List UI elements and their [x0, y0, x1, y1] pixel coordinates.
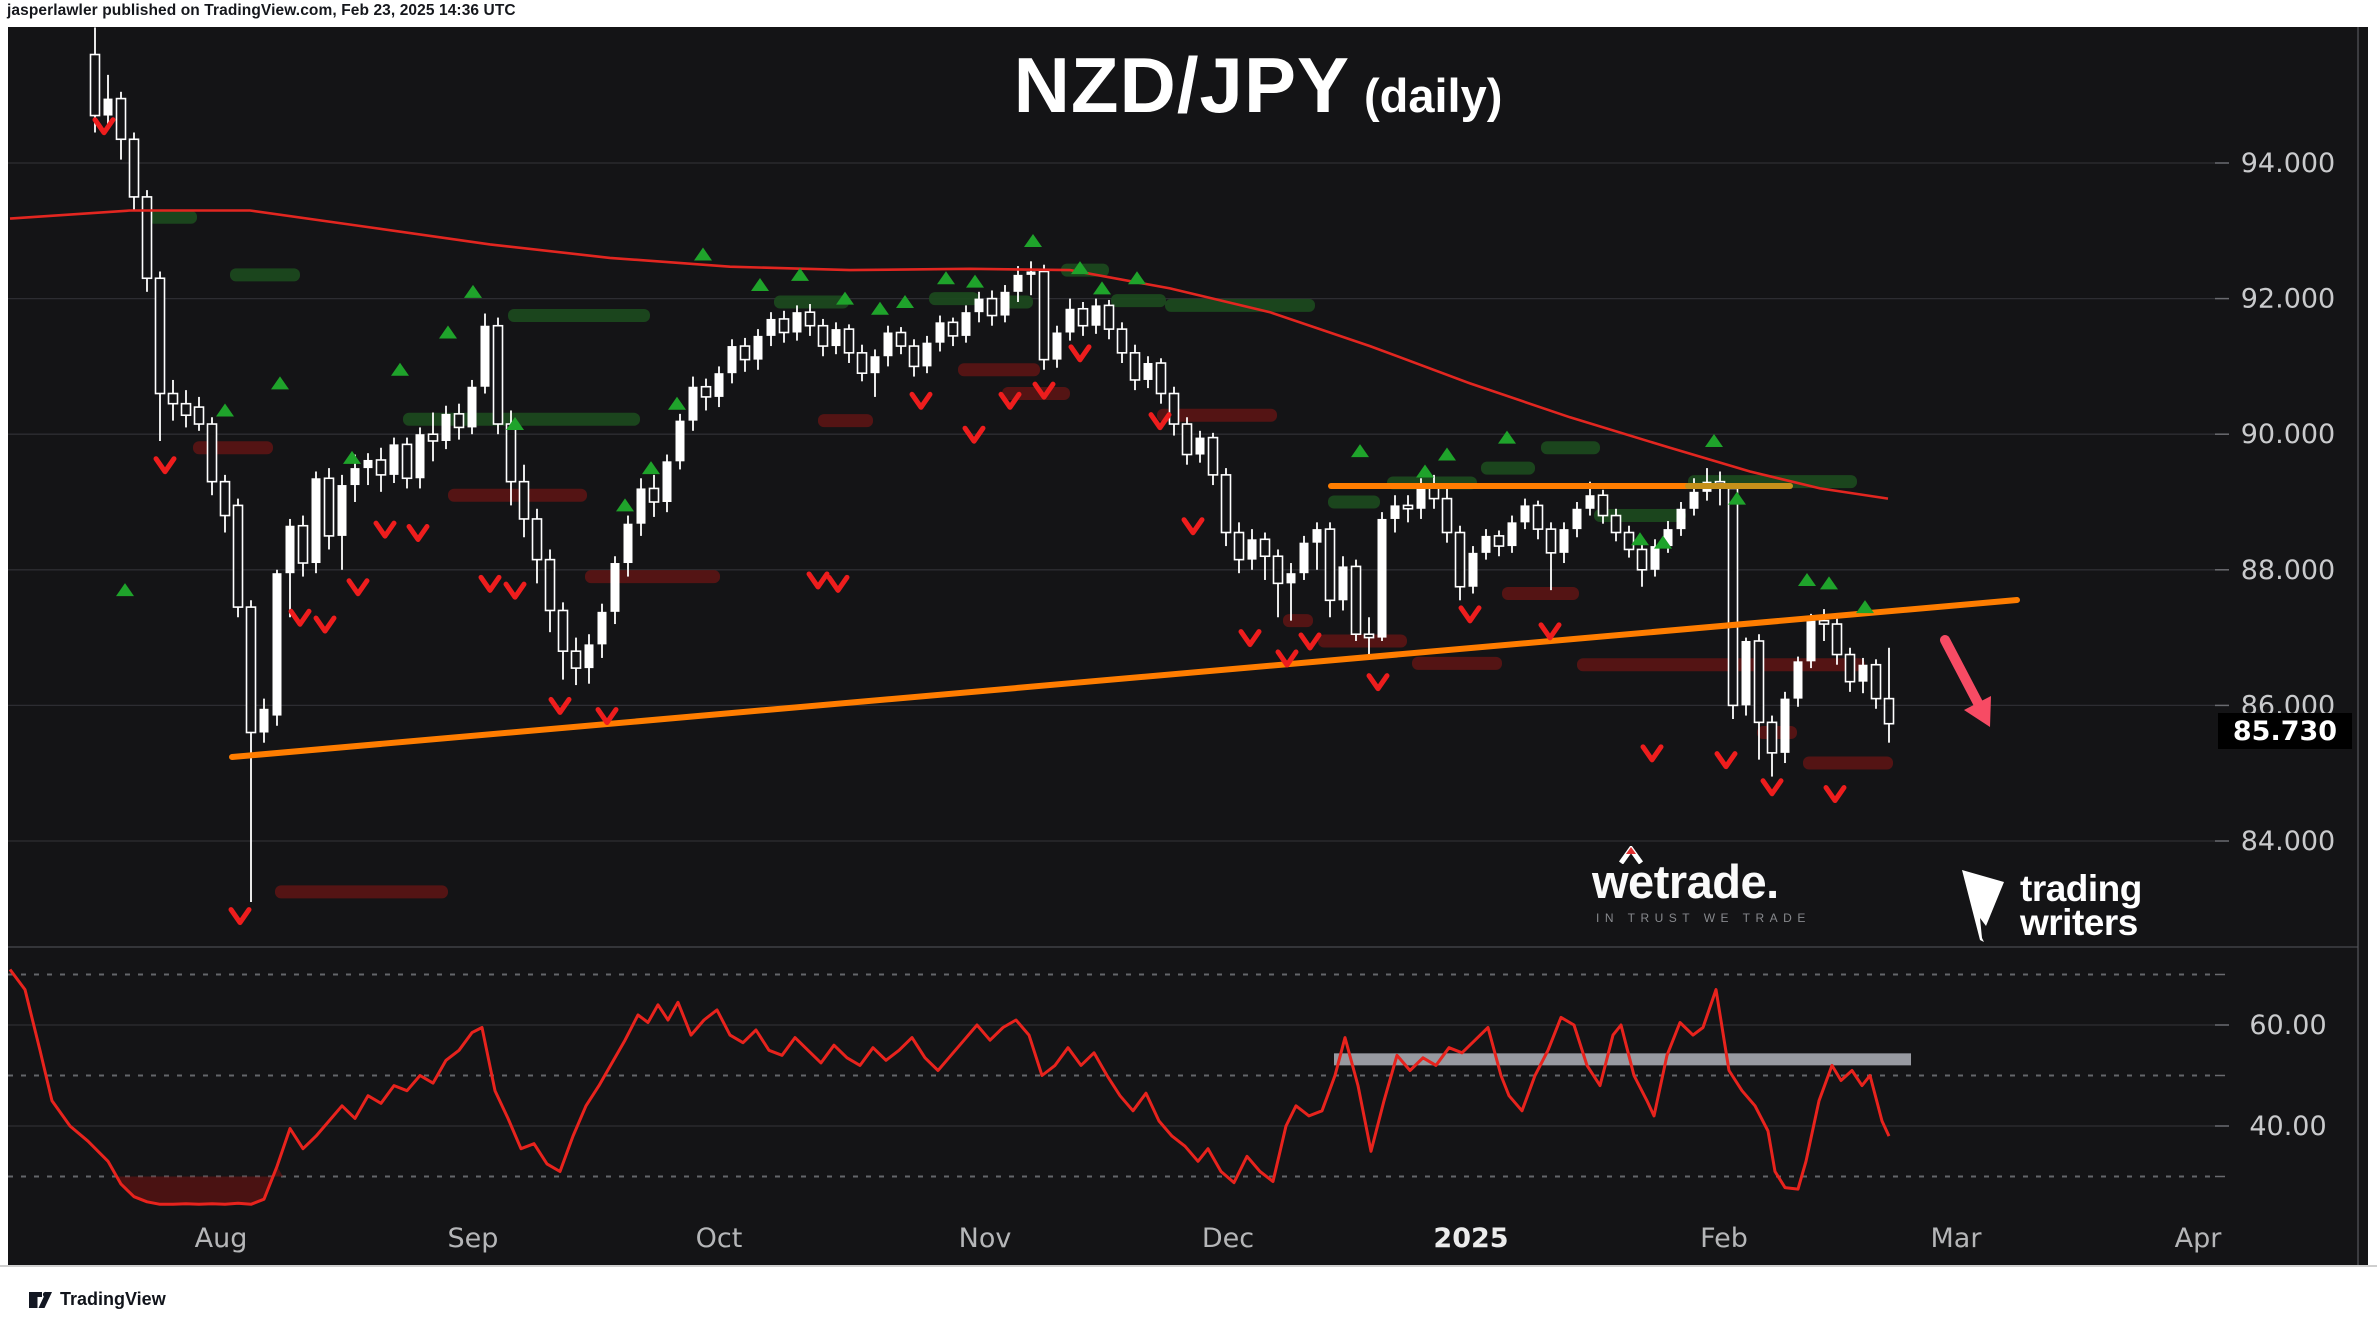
publish-credit: jasperlawler published on TradingView.co… [7, 2, 516, 19]
svg-text:88.000: 88.000 [2241, 555, 2335, 586]
svg-text:Feb: Feb [1700, 1223, 1748, 1254]
symbol-title: NZD/JPY [1013, 41, 1350, 129]
wetrade-arrow-icon [1618, 846, 1644, 864]
timeframe-label: (daily) [1363, 69, 1503, 122]
svg-text:Nov: Nov [959, 1223, 1012, 1254]
svg-text:Sep: Sep [448, 1223, 499, 1254]
svg-text:92.000: 92.000 [2241, 284, 2335, 315]
svg-text:84.000: 84.000 [2241, 826, 2335, 857]
svg-text:Mar: Mar [1931, 1223, 1983, 1254]
svg-text:Apr: Apr [2175, 1223, 2223, 1254]
svg-text:Aug: Aug [195, 1223, 248, 1254]
tradingview-attribution[interactable]: TradingView [28, 1289, 166, 1310]
svg-text:40.00: 40.00 [2249, 1111, 2326, 1142]
svg-text:Dec: Dec [1202, 1223, 1254, 1254]
chart-title: NZD/JPY (daily) [1014, 40, 1503, 131]
svg-text:60.00: 60.00 [2249, 1010, 2326, 1041]
tradingwriters-icon [1962, 870, 2004, 942]
wetrade-watermark: wetrade. IN TRUST WE TRADE [1592, 846, 1811, 925]
svg-text:2025: 2025 [1433, 1223, 1508, 1254]
tradingview-logo-icon [29, 1291, 52, 1308]
wetrade-logo-text: wetrade. [1592, 846, 1811, 905]
wetrade-tagline: IN TRUST WE TRADE [1596, 911, 1811, 925]
svg-text:90.000: 90.000 [2241, 419, 2335, 450]
tradingwriters-watermark: trading writers [1960, 868, 2142, 944]
tradingview-brand-text: TradingView [60, 1289, 166, 1309]
last-price-label: 85.730 [2218, 713, 2352, 749]
svg-text:Oct: Oct [696, 1223, 743, 1254]
svg-text:94.000: 94.000 [2241, 148, 2335, 179]
tradingwriters-text: trading writers [2020, 867, 2142, 943]
